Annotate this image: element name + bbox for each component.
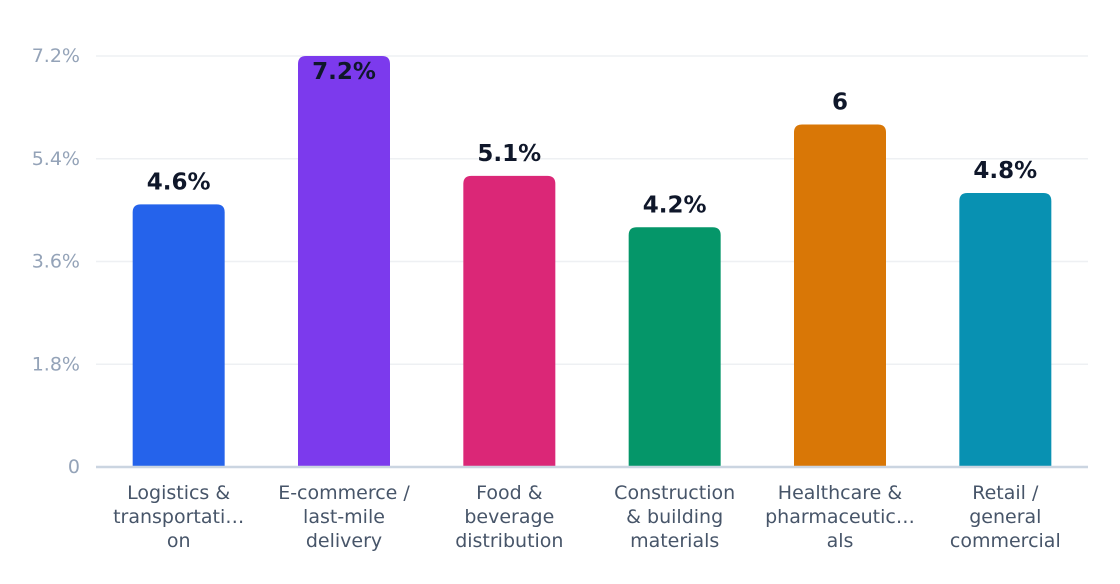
x-tick-label-line: transportati… (113, 506, 244, 528)
y-tick-label: 1.8% (32, 353, 80, 375)
x-tick-label-line: pharmaceutic… (765, 506, 915, 528)
bars (132, 56, 1052, 467)
bar (463, 175, 556, 467)
x-tick-label-line: distribution (455, 530, 563, 552)
x-tick-label-line: als (827, 530, 854, 552)
x-tick-label-line: on (167, 530, 191, 552)
data-label: 6 (832, 90, 848, 116)
y-tick-label: 5.4% (32, 148, 80, 170)
x-tick-label: E-commerce / last-mile delivery (278, 482, 410, 552)
data-label: 4.2% (643, 192, 707, 218)
x-tick-label-line: & building (626, 506, 723, 528)
bar (959, 193, 1052, 467)
bar (132, 204, 225, 467)
y-tick-label: 0 (68, 456, 80, 478)
x-tick-label: Food & beverage distribution (455, 482, 563, 552)
x-tick-label-line: Construction (614, 482, 735, 504)
x-tick-label-line: beverage (464, 506, 554, 528)
x-tick-label: Healthcare & pharmaceutic… als (765, 482, 915, 552)
x-tick-label-line: Retail / (972, 482, 1039, 504)
x-tick-label-line: last-mile (303, 506, 385, 528)
x-tick-label-line: Logistics & (127, 482, 230, 504)
y-tick-label: 7.2% (32, 45, 80, 67)
x-tick-label-line: commercial (950, 530, 1061, 552)
y-tick-label: 3.6% (32, 251, 80, 273)
data-label: 7.2% (312, 59, 376, 85)
x-tick-label-line: E-commerce / (278, 482, 410, 504)
data-label: 5.1% (477, 141, 541, 167)
x-tick-label-line: Food & (476, 482, 543, 504)
data-label: 4.6% (147, 169, 211, 195)
bar (794, 124, 886, 467)
gridlines (96, 55, 1088, 365)
x-tick-label: Retail / general commercial (950, 482, 1061, 552)
data-label: 4.8% (973, 158, 1037, 184)
x-tick-label-line: Healthcare & (778, 482, 903, 504)
bar (628, 227, 721, 467)
y-axis-ticks: 0 1.8% 3.6% 5.4% 7.2% (32, 45, 80, 478)
x-tick-label: Logistics & transportati… on (113, 482, 244, 552)
x-tick-label-line: materials (630, 530, 719, 552)
x-tick-label-line: general (969, 506, 1041, 528)
data-labels: 4.6% 7.2% 5.1% 4.2% 6 4.8% (147, 59, 1037, 218)
x-axis-labels: Logistics & transportati… on E-commerce / la… (113, 482, 1061, 552)
x-tick-label-line: delivery (306, 530, 382, 552)
bar (298, 56, 390, 467)
x-tick-label: Construction & building materials (614, 482, 735, 552)
